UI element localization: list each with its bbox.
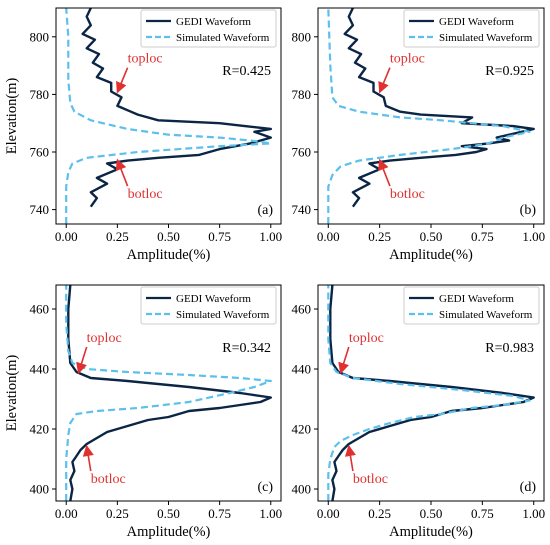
x-tick-label: 0.25 [106,506,129,521]
annotation-label: botloc [390,187,425,202]
y-tick-label: 420 [292,422,312,437]
annotation-label: toploc [349,331,384,346]
x-tick-label: 0.50 [420,229,443,244]
y-tick-label: 780 [292,87,312,102]
series-line-gedi [81,8,272,208]
x-axis-label: Amplitude(%) [389,524,473,540]
x-tick-label: 1.00 [522,229,545,244]
series-line-simulated [327,285,531,501]
annotation-label: botloc [91,472,126,487]
x-tick-label: 0.25 [368,229,391,244]
y-tick-label: 440 [292,362,312,377]
series-line-simulated [65,285,272,501]
x-tick-label: 0.75 [208,229,231,244]
annotation-label: toploc [128,52,163,67]
x-axis-label: Amplitude(%) [389,247,473,263]
annotation-arrow [378,158,391,187]
annotation-label: botloc [128,187,163,202]
y-tick-label: 800 [292,29,312,44]
y-tick-label: 740 [292,202,312,217]
y-tick-label: 420 [30,422,50,437]
r-value: R=0.925 [485,64,534,79]
panel-label: (b) [520,203,537,218]
legend-box [140,9,277,48]
panel-label: (c) [257,480,273,495]
x-tick-label: 0.75 [471,506,494,521]
chart-panel-4: 0.00 0.25 0.50 0.75 1.00 400 420 440 460 Amplitud… [292,284,545,540]
x-tick-label: 0.00 [55,229,78,244]
annotation-label: botloc [353,472,388,487]
y-axis-label: Elevation(m) [4,78,20,155]
x-tick-label: 1.00 [522,506,545,521]
x-tick-label: 0.75 [471,229,494,244]
annotation-arrow [344,444,356,472]
r-value: R=0.425 [222,64,271,79]
legend-box [403,286,540,325]
x-tick-label: 1.00 [259,506,282,521]
series-line-simulated [327,8,531,224]
y-tick-label: 800 [30,29,50,44]
legend-entry: GEDI Waveform [439,16,514,28]
y-tick-label: 760 [292,145,312,160]
x-axis-label: Amplitude(%) [127,524,211,540]
y-tick-label: 440 [30,362,50,377]
x-tick-label: 0.25 [368,506,391,521]
legend-entry: Simulated Waveform [439,309,533,321]
y-tick-label: 760 [30,145,50,160]
legend-entry: GEDI Waveform [176,16,251,28]
x-tick-label: 0.00 [317,229,340,244]
legend-entry: GEDI Waveform [439,293,514,305]
annotation-arrow [378,67,391,94]
series-line-simulated [65,8,272,224]
legend: GEDI Waveform Simulated Waveform [403,9,540,48]
annotation-arrow [82,444,94,472]
legend: GEDI Waveform Simulated Waveform [140,9,277,48]
x-tick-label: 1.00 [259,229,282,244]
legend-entry: Simulated Waveform [176,309,270,321]
y-tick-label: 740 [30,202,50,217]
legend: GEDI Waveform Simulated Waveform [403,286,540,325]
x-tick-label: 0.00 [55,506,78,521]
legend-entry: Simulated Waveform [439,32,533,44]
y-tick-label: 460 [292,302,312,317]
r-value: R=0.342 [222,341,271,356]
x-tick-label: 0.50 [157,506,180,521]
y-tick-label: 780 [30,87,50,102]
x-tick-label: 0.75 [208,506,231,521]
chart-panel-3: 0.00 0.25 0.50 0.75 1.00 400 420 440 460 Amplitud… [4,284,282,540]
legend-entry: GEDI Waveform [176,293,251,305]
r-value: R=0.983 [485,341,534,356]
legend-entry: Simulated Waveform [176,32,270,44]
annotation-label: toploc [390,52,425,67]
x-tick-label: 0.50 [420,506,443,521]
annotation-arrow [115,158,129,187]
annotation-arrow [116,67,129,94]
y-tick-label: 400 [30,482,50,497]
legend: GEDI Waveform Simulated Waveform [140,286,277,325]
annotation-label: toploc [87,331,122,346]
y-tick-label: 460 [30,302,50,317]
chart-panel-2: 0.00 0.25 0.50 0.75 1.00 740 760 780 800 Amplitud… [292,7,545,263]
panel-label: (d) [520,480,537,495]
annotation-arrow [338,346,350,375]
panels: 0.00 0.25 0.50 0.75 1.00 740 760 780 800 Amplitud… [4,7,545,540]
x-axis-label: Amplitude(%) [127,247,211,263]
legend-box [140,286,277,325]
panel-label: (a) [257,203,273,218]
x-tick-label: 0.25 [106,229,129,244]
y-axis-label: Elevation(m) [4,355,20,432]
annotation-arrow [76,346,88,375]
chart-panel-1: 0.00 0.25 0.50 0.75 1.00 740 760 780 800 Amplitud… [4,7,282,263]
x-tick-label: 0.00 [317,506,340,521]
x-tick-label: 0.50 [157,229,180,244]
y-tick-label: 400 [292,482,312,497]
legend-box [403,9,540,48]
